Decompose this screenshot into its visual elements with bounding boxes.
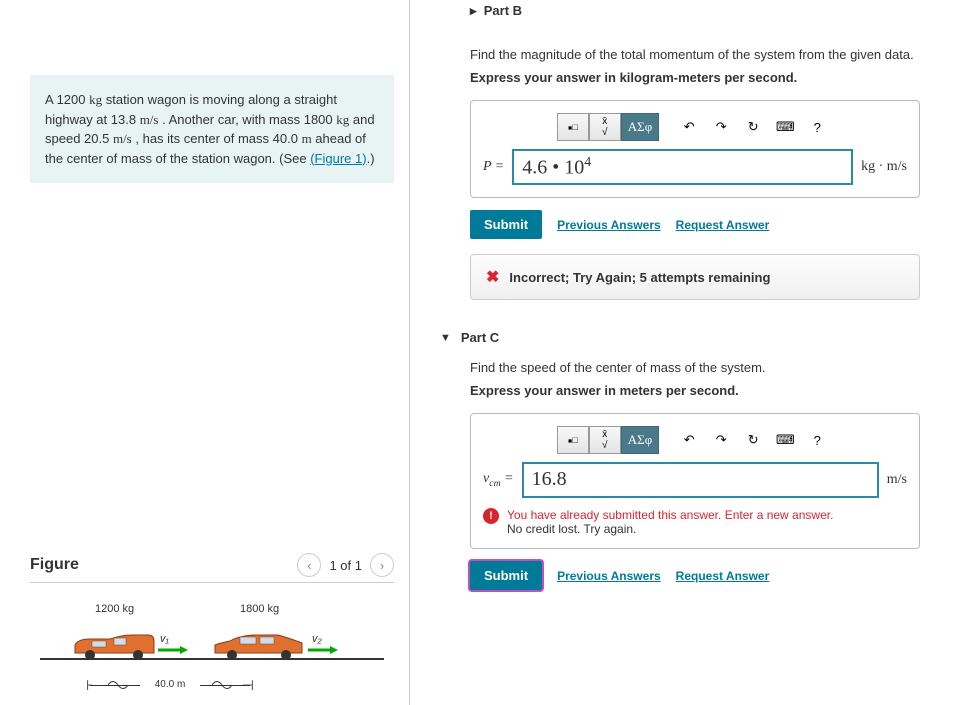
part-c-title: Part C — [461, 330, 499, 345]
caret-down-icon: ▼ — [440, 332, 451, 344]
v2-label: v₂ — [312, 633, 322, 645]
redo-button[interactable]: ↷ — [705, 426, 737, 454]
part-b-answer-input[interactable]: 4.6 • 104 — [512, 149, 853, 185]
car1-icon — [70, 631, 160, 661]
keyboard-button[interactable]: ⌨ — [769, 426, 801, 454]
greek-button[interactable]: ΑΣφ — [621, 113, 659, 141]
part-c-variable: vcm = — [483, 471, 514, 489]
warning-subtext: No credit lost. Try again. — [507, 522, 636, 536]
app-container: A 1200 kg station wagon is moving along … — [0, 0, 953, 705]
part-c-actions: Submit Previous Answers Request Answer — [470, 561, 943, 590]
part-c-submit-button[interactable]: Submit — [470, 561, 542, 590]
part-c-prompt: Find the speed of the center of mass of … — [470, 360, 943, 375]
part-b-variable: P = — [483, 159, 504, 175]
fraction-button[interactable]: x̄√ — [589, 426, 621, 454]
pager-label: 1 of 1 — [329, 558, 362, 573]
incorrect-icon: ✖ — [486, 267, 499, 287]
part-c-answer-box: ▪□ x̄√ ΑΣφ ↶ ↷ ↻ ⌨ ? vcm = 16.8 m/s ! Yo… — [470, 413, 920, 549]
part-c-header[interactable]: ▼ Part C — [440, 330, 943, 345]
figure-pager: ‹ 1 of 1 › — [297, 553, 394, 577]
feedback-text: Incorrect; Try Again; 5 attempts remaini… — [509, 270, 770, 285]
figure-image: 1200 kg 1800 kg v₁ v₂ ⊦ 40.0 m — [30, 583, 394, 705]
part-b-hint: Express your answer in kilogram-meters p… — [470, 70, 943, 85]
part-b-prompt: Find the magnitude of the total momentum… — [470, 47, 943, 62]
part-c-answer-input[interactable]: 16.8 — [522, 462, 879, 498]
part-c-unit: m/s — [887, 472, 907, 488]
part-c-warning: ! You have already submitted this answer… — [483, 508, 907, 536]
undo-button[interactable]: ↶ — [673, 113, 705, 141]
part-c-request-answer-link[interactable]: Request Answer — [676, 569, 770, 583]
part-b-actions: Submit Previous Answers Request Answer — [470, 210, 943, 239]
part-b-submit-button[interactable]: Submit — [470, 210, 542, 239]
template-button[interactable]: ▪□ — [557, 113, 589, 141]
problem-statement: A 1200 kg station wagon is moving along … — [30, 75, 394, 183]
part-b-header: ▸ Part B — [440, 0, 943, 27]
car2-mass-label: 1800 kg — [240, 603, 279, 615]
help-button[interactable]: ? — [801, 426, 833, 454]
part-c-toolbar: ▪□ x̄√ ΑΣφ ↶ ↷ ↻ ⌨ ? — [483, 426, 907, 454]
part-c-hint: Express your answer in meters per second… — [470, 383, 943, 398]
right-panel: ▸ Part B Find the magnitude of the total… — [410, 0, 953, 705]
figure-header: Figure ‹ 1 of 1 › — [30, 553, 394, 583]
warning-icon: ! — [483, 508, 499, 524]
part-b-answer-box: ▪□ x̄√ ΑΣφ ↶ ↷ ↻ ⌨ ? P = 4.6 • 104 kg · … — [470, 100, 920, 198]
distance-dimension: ⊦ 40.0 m ⊣ — [90, 675, 250, 686]
keyboard-button[interactable]: ⌨ — [769, 113, 801, 141]
part-b-feedback: ✖ Incorrect; Try Again; 5 attempts remai… — [470, 254, 920, 300]
part-b-toolbar: ▪□ x̄√ ΑΣφ ↶ ↷ ↻ ⌨ ? — [483, 113, 907, 141]
v1-label: v₁ — [160, 633, 169, 645]
road-line — [40, 658, 384, 660]
part-b-unit: kg · m/s — [861, 159, 907, 175]
figure-link[interactable]: (Figure 1) — [310, 151, 366, 166]
part-c-previous-answers-link[interactable]: Previous Answers — [557, 569, 661, 583]
warning-text: You have already submitted this answer. … — [507, 508, 833, 522]
v1-arrow-icon — [158, 645, 188, 655]
part-b-previous-answers-link[interactable]: Previous Answers — [557, 218, 661, 232]
figure-section: Figure ‹ 1 of 1 › 1200 kg 1800 kg v₁ — [30, 553, 394, 705]
reset-button[interactable]: ↻ — [737, 426, 769, 454]
left-panel: A 1200 kg station wagon is moving along … — [0, 0, 410, 705]
redo-button[interactable]: ↷ — [705, 113, 737, 141]
part-b-request-answer-link[interactable]: Request Answer — [676, 218, 770, 232]
problem-closing: .) — [367, 151, 375, 166]
template-button[interactable]: ▪□ — [557, 426, 589, 454]
greek-button[interactable]: ΑΣφ — [621, 426, 659, 454]
help-button[interactable]: ? — [801, 113, 833, 141]
fraction-button[interactable]: x̄√ — [589, 113, 621, 141]
figure-title: Figure — [30, 556, 79, 574]
reset-button[interactable]: ↻ — [737, 113, 769, 141]
car1-mass-label: 1200 kg — [95, 603, 134, 615]
v2-arrow-icon — [308, 645, 338, 655]
pager-next-button[interactable]: › — [370, 553, 394, 577]
car2-icon — [210, 631, 310, 661]
pager-prev-button[interactable]: ‹ — [297, 553, 321, 577]
undo-button[interactable]: ↶ — [673, 426, 705, 454]
